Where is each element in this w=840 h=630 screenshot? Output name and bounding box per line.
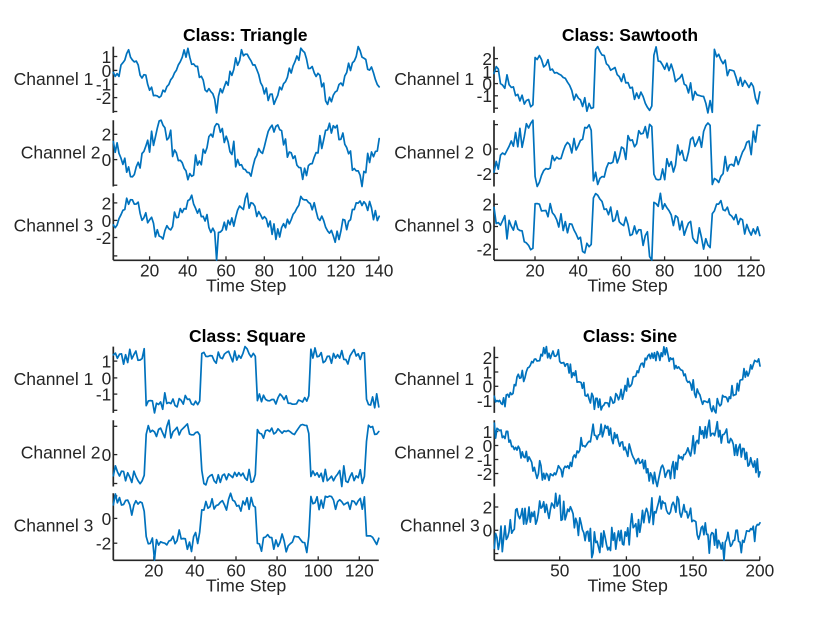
- svg-text:50: 50: [550, 561, 569, 581]
- svg-text:-2: -2: [96, 228, 111, 248]
- svg-text:2: 2: [483, 348, 493, 368]
- svg-text:40: 40: [569, 261, 588, 281]
- svg-text:Class: Sine: Class: Sine: [583, 326, 678, 346]
- svg-text:0: 0: [482, 217, 492, 237]
- svg-text:Class: Sawtooth: Class: Sawtooth: [562, 25, 698, 45]
- svg-text:Channel 2: Channel 2: [394, 442, 474, 462]
- svg-text:1: 1: [102, 352, 112, 372]
- svg-text:Time Step: Time Step: [588, 575, 668, 595]
- svg-text:60: 60: [612, 261, 631, 281]
- svg-text:20: 20: [140, 261, 159, 281]
- svg-text:100: 100: [288, 261, 317, 281]
- svg-text:Channel 1: Channel 1: [14, 69, 94, 89]
- svg-text:2: 2: [482, 195, 492, 215]
- svg-text:0: 0: [482, 139, 492, 159]
- svg-text:0: 0: [482, 74, 492, 94]
- svg-text:80: 80: [267, 561, 286, 581]
- svg-text:60: 60: [226, 561, 245, 581]
- svg-text:120: 120: [345, 561, 374, 581]
- svg-text:0: 0: [483, 521, 493, 541]
- svg-text:2: 2: [102, 125, 112, 145]
- svg-text:Channel 3: Channel 3: [394, 216, 474, 236]
- svg-text:20: 20: [144, 561, 163, 581]
- svg-text:80: 80: [655, 261, 674, 281]
- svg-text:40: 40: [178, 261, 197, 281]
- svg-text:60: 60: [216, 261, 235, 281]
- svg-text:-2: -2: [96, 534, 111, 554]
- svg-text:-2: -2: [96, 88, 111, 108]
- svg-text:-2: -2: [477, 164, 492, 184]
- svg-text:0: 0: [102, 509, 112, 529]
- svg-text:150: 150: [679, 561, 708, 581]
- svg-text:0: 0: [102, 211, 112, 231]
- svg-text:Channel 3: Channel 3: [400, 516, 480, 536]
- svg-text:200: 200: [745, 561, 774, 581]
- svg-text:Time Step: Time Step: [206, 575, 286, 595]
- svg-text:2: 2: [483, 497, 493, 517]
- svg-text:120: 120: [736, 261, 765, 281]
- svg-text:-1: -1: [477, 86, 492, 106]
- svg-text:0: 0: [102, 61, 112, 81]
- svg-text:80: 80: [255, 261, 274, 281]
- svg-text:Channel 1: Channel 1: [394, 369, 474, 389]
- svg-text:20: 20: [525, 261, 544, 281]
- svg-text:0: 0: [102, 368, 112, 388]
- svg-text:Channel 1: Channel 1: [14, 369, 94, 389]
- svg-text:1: 1: [482, 62, 492, 82]
- svg-text:Channel 3: Channel 3: [14, 216, 94, 236]
- svg-text:Class: Square: Class: Square: [189, 326, 306, 346]
- svg-text:Channel 1: Channel 1: [394, 69, 474, 89]
- svg-text:-2: -2: [477, 240, 492, 260]
- svg-text:Channel 2: Channel 2: [21, 142, 101, 162]
- svg-text:1: 1: [102, 47, 112, 67]
- svg-text:-1: -1: [96, 385, 111, 405]
- svg-text:2: 2: [102, 193, 112, 213]
- svg-text:Time Step: Time Step: [206, 275, 286, 295]
- svg-text:Class: Triangle: Class: Triangle: [183, 25, 308, 45]
- svg-text:100: 100: [612, 561, 641, 581]
- svg-text:0: 0: [102, 445, 112, 465]
- svg-text:0: 0: [483, 436, 493, 456]
- svg-text:2: 2: [482, 49, 492, 69]
- svg-text:0: 0: [102, 150, 112, 170]
- svg-text:1: 1: [483, 362, 493, 382]
- svg-text:-1: -1: [477, 450, 492, 470]
- svg-text:120: 120: [326, 261, 355, 281]
- svg-text:0: 0: [483, 377, 493, 397]
- svg-text:140: 140: [364, 261, 393, 281]
- svg-text:100: 100: [693, 261, 722, 281]
- svg-text:40: 40: [185, 561, 204, 581]
- svg-text:100: 100: [304, 561, 333, 581]
- svg-text:Channel 3: Channel 3: [14, 516, 94, 536]
- svg-text:-2: -2: [477, 464, 492, 484]
- svg-text:-1: -1: [477, 391, 492, 411]
- svg-text:-1: -1: [96, 75, 111, 95]
- svg-text:Channel 2: Channel 2: [394, 142, 474, 162]
- svg-text:Channel 2: Channel 2: [21, 442, 101, 462]
- svg-text:Time Step: Time Step: [587, 275, 667, 295]
- svg-text:1: 1: [483, 422, 493, 442]
